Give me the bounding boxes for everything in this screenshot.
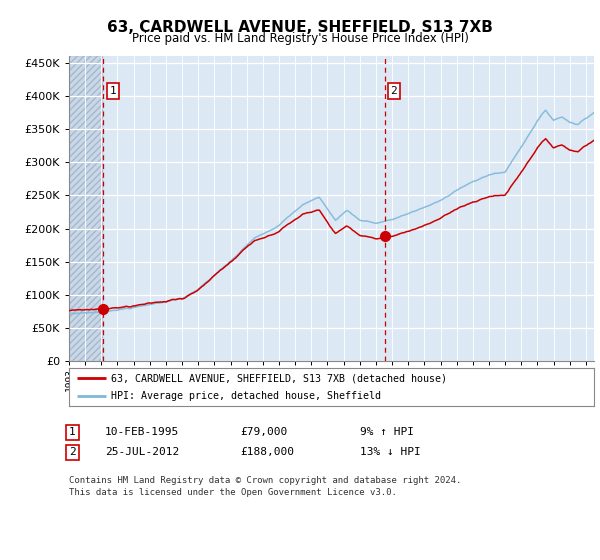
Bar [69, 56, 103, 361]
Text: 2: 2 [391, 86, 397, 96]
Text: 63, CARDWELL AVENUE, SHEFFIELD, S13 7XB (detached house): 63, CARDWELL AVENUE, SHEFFIELD, S13 7XB … [111, 373, 447, 383]
Text: Price paid vs. HM Land Registry's House Price Index (HPI): Price paid vs. HM Land Registry's House … [131, 32, 469, 45]
Text: 1: 1 [69, 427, 76, 437]
Text: £188,000: £188,000 [240, 447, 294, 458]
Text: 2: 2 [69, 447, 76, 458]
Text: Contains HM Land Registry data © Crown copyright and database right 2024.
This d: Contains HM Land Registry data © Crown c… [69, 476, 461, 497]
Text: 10-FEB-1995: 10-FEB-1995 [105, 427, 179, 437]
Text: HPI: Average price, detached house, Sheffield: HPI: Average price, detached house, Shef… [111, 391, 381, 401]
Text: 13% ↓ HPI: 13% ↓ HPI [360, 447, 421, 458]
Text: £79,000: £79,000 [240, 427, 287, 437]
Text: 9% ↑ HPI: 9% ↑ HPI [360, 427, 414, 437]
Text: 63, CARDWELL AVENUE, SHEFFIELD, S13 7XB: 63, CARDWELL AVENUE, SHEFFIELD, S13 7XB [107, 20, 493, 35]
Text: 25-JUL-2012: 25-JUL-2012 [105, 447, 179, 458]
Text: 1: 1 [110, 86, 116, 96]
